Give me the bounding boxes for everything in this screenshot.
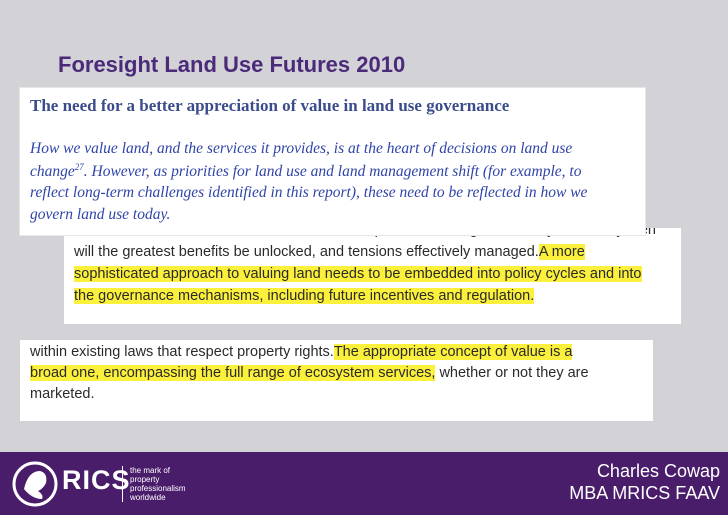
highlighted-text: broad one, encompassing the full range o… (30, 365, 436, 381)
tagline-line: the mark of (130, 466, 171, 475)
text-run: 27 (74, 162, 84, 172)
highlighted-text: sophisticated approach to valuing land n… (74, 266, 642, 282)
presenter-block: Charles Cowap MBA MRICS FAAV (569, 460, 720, 504)
slide-title: Foresight Land Use Futures 2010 (58, 52, 406, 77)
text-run: govern land use today. (30, 206, 171, 223)
highlighted-text: the governance mechanisms, including fut… (74, 288, 535, 304)
tagline-line: worldwide (130, 493, 166, 502)
excerpt: within existing laws that respect proper… (20, 340, 653, 421)
text-line: marketed. (30, 386, 94, 402)
separator (122, 466, 123, 502)
presenter: Charles Cowap (596, 461, 720, 481)
tagline-line: property (130, 475, 160, 484)
text-run: How we value land, and the services it p… (30, 140, 573, 157)
text-run: reflect long-term challenges identified … (30, 184, 588, 201)
text-run: whether or not they are (435, 365, 589, 381)
excerpt: The need for a better appreciation of va… (20, 88, 645, 235)
text-line: broad one, encompassing the full range o… (30, 365, 589, 381)
text-run: will the greatest benefits be unlocked, … (74, 244, 539, 260)
text-run: within existing laws that respect proper… (30, 344, 334, 360)
text-line: change27. However, as priorities for lan… (30, 162, 581, 181)
text-run: marketed. (30, 386, 95, 402)
footer: RICS the mark of property professionalism w… (0, 452, 728, 515)
highlighted-text: The appropriate concept of value is a (333, 344, 573, 360)
text-run: . However, as priorities for land use an… (83, 163, 582, 181)
text-line: the governance mechanisms, including fut… (74, 288, 535, 304)
text-line: sophisticated approach to valuing land n… (74, 266, 642, 282)
tagline: the mark of property professionalism worldw… (130, 466, 186, 502)
excerpt-heading: The need for a better appreciation of va… (30, 96, 510, 115)
text-run: change (30, 163, 75, 181)
text-line: within existing laws that respect proper… (30, 344, 573, 360)
tagline-line: professionalism (130, 484, 186, 493)
credentials: MBA MRICS FAAV (569, 483, 720, 503)
text-line: How we value land, and the services it p… (30, 140, 572, 158)
text-line: reflect long-term challenges identified … (30, 184, 587, 202)
logo-icon (12, 461, 58, 507)
excerpt: use sectors — to reflect a much broader … (64, 228, 681, 324)
text-line: will the greatest benefits be unlocked, … (74, 244, 585, 260)
logo-text: RICS (62, 465, 131, 495)
highlighted-text: A more (538, 244, 585, 260)
text-line: govern land use today. (30, 206, 170, 224)
